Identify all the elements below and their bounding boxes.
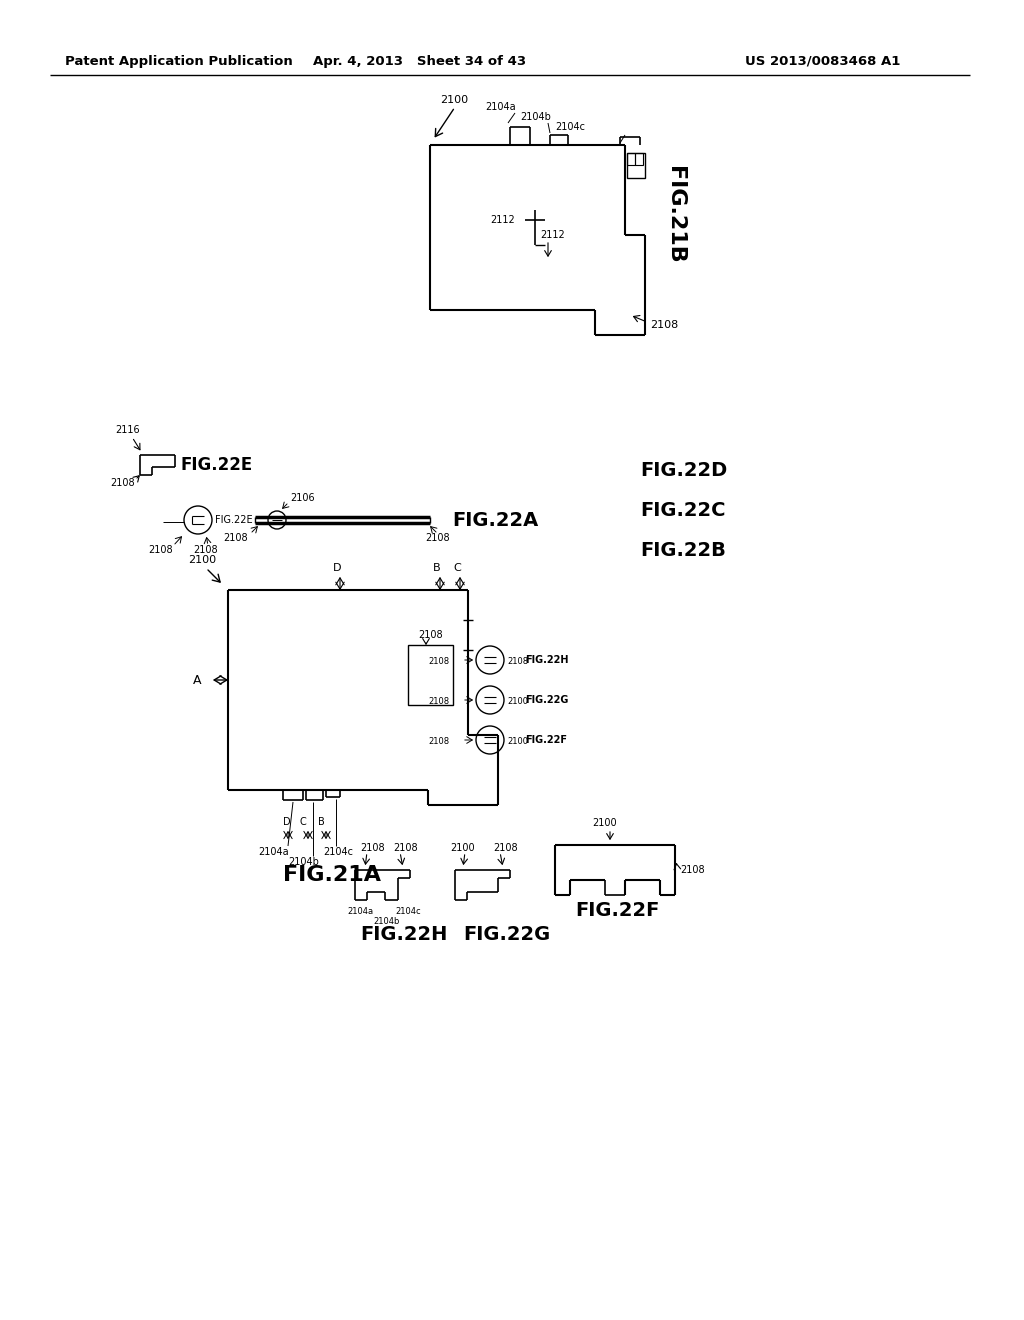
Text: 2104b: 2104b (373, 917, 399, 927)
Text: 2104b: 2104b (520, 112, 551, 121)
Text: US 2013/0083468 A1: US 2013/0083468 A1 (744, 55, 900, 69)
Text: FIG.22H: FIG.22H (525, 655, 568, 665)
Text: 2100: 2100 (440, 95, 468, 106)
Text: FIG.22D: FIG.22D (640, 461, 727, 479)
Text: 2100: 2100 (507, 697, 528, 706)
Text: 2108: 2108 (148, 545, 173, 554)
Text: Patent Application Publication: Patent Application Publication (65, 55, 293, 69)
Text: B: B (318, 817, 325, 828)
Text: 2108: 2108 (429, 657, 450, 667)
Text: 2104a: 2104a (347, 908, 373, 916)
Text: C: C (300, 817, 307, 828)
Text: 2108: 2108 (680, 865, 705, 875)
Text: FIG.22E: FIG.22E (215, 515, 253, 525)
Text: 2104b: 2104b (288, 857, 318, 867)
Text: 2108: 2108 (418, 630, 442, 640)
Text: FIG.22A: FIG.22A (452, 511, 539, 529)
Text: FIG.22F: FIG.22F (525, 735, 567, 744)
Text: FIG.21A: FIG.21A (283, 865, 381, 884)
Text: 2108: 2108 (650, 319, 678, 330)
Text: C: C (453, 564, 461, 573)
Text: 2108: 2108 (425, 533, 450, 543)
Text: Apr. 4, 2013   Sheet 34 of 43: Apr. 4, 2013 Sheet 34 of 43 (313, 55, 526, 69)
Text: FIG.22H: FIG.22H (360, 925, 447, 945)
Text: 2108: 2108 (110, 478, 134, 488)
Text: FIG.22G: FIG.22G (525, 696, 568, 705)
Text: FIG.22E: FIG.22E (180, 455, 252, 474)
Bar (635, 153, 643, 165)
Text: FIG.22B: FIG.22B (640, 540, 726, 560)
Text: A: A (193, 673, 202, 686)
Text: 2104c: 2104c (555, 121, 585, 132)
Text: 2108: 2108 (507, 657, 528, 667)
Text: 2108: 2108 (493, 843, 517, 853)
Text: 2100: 2100 (188, 554, 216, 565)
Text: B: B (433, 564, 440, 573)
Bar (627, 153, 645, 178)
Text: 2100: 2100 (507, 738, 528, 747)
Text: FIG.21B: FIG.21B (665, 166, 685, 264)
Text: 2100: 2100 (450, 843, 475, 853)
Text: 2112: 2112 (490, 215, 515, 224)
Text: 2108: 2108 (193, 545, 218, 554)
Text: 2104a: 2104a (485, 102, 516, 112)
Text: 2108: 2108 (429, 697, 450, 706)
Bar (408, 645, 453, 705)
Text: 2104c: 2104c (323, 847, 353, 857)
Text: D: D (283, 817, 291, 828)
Text: 2108: 2108 (223, 533, 248, 543)
Text: FIG.22F: FIG.22F (575, 900, 659, 920)
Text: 2116: 2116 (115, 425, 139, 436)
Text: D: D (333, 564, 341, 573)
Text: FIG.22C: FIG.22C (640, 500, 725, 520)
Text: 2104c: 2104c (395, 908, 421, 916)
Text: FIG.22G: FIG.22G (463, 925, 550, 945)
Text: 2104a: 2104a (258, 847, 289, 857)
Text: 2106: 2106 (290, 492, 314, 503)
Text: 2100: 2100 (593, 818, 617, 828)
Text: 2108: 2108 (429, 738, 450, 747)
Text: 2108: 2108 (360, 843, 385, 853)
Text: 2108: 2108 (393, 843, 418, 853)
Bar (627, 153, 635, 165)
Text: 2112: 2112 (540, 230, 565, 240)
